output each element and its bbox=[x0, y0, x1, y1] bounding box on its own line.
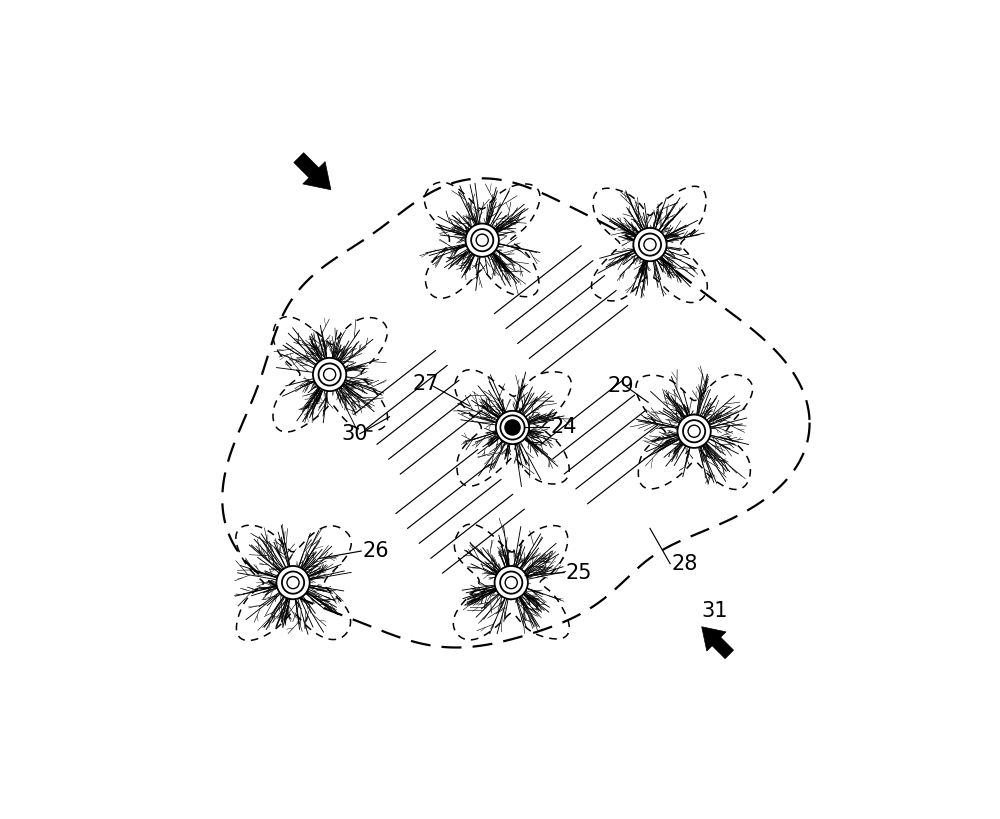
Circle shape bbox=[505, 577, 517, 589]
Circle shape bbox=[495, 566, 528, 600]
Circle shape bbox=[639, 233, 661, 256]
Circle shape bbox=[276, 566, 310, 600]
Circle shape bbox=[319, 364, 341, 386]
Circle shape bbox=[500, 415, 525, 440]
Polygon shape bbox=[294, 152, 331, 190]
Text: 28: 28 bbox=[671, 554, 698, 574]
Text: 26: 26 bbox=[362, 541, 389, 561]
Text: 27: 27 bbox=[413, 373, 439, 394]
Circle shape bbox=[500, 572, 522, 594]
Text: 31: 31 bbox=[702, 600, 728, 621]
Circle shape bbox=[287, 577, 299, 589]
Circle shape bbox=[282, 572, 304, 594]
Text: 30: 30 bbox=[341, 424, 367, 444]
Text: 29: 29 bbox=[607, 376, 634, 396]
Circle shape bbox=[677, 414, 711, 448]
Circle shape bbox=[313, 358, 346, 391]
Circle shape bbox=[688, 425, 700, 437]
Circle shape bbox=[324, 369, 336, 381]
Circle shape bbox=[633, 228, 667, 261]
Circle shape bbox=[476, 234, 488, 247]
Circle shape bbox=[505, 420, 520, 435]
Polygon shape bbox=[702, 627, 734, 658]
Circle shape bbox=[644, 238, 656, 251]
Circle shape bbox=[683, 420, 705, 442]
Circle shape bbox=[496, 411, 529, 444]
Circle shape bbox=[466, 224, 499, 257]
Text: 25: 25 bbox=[565, 563, 592, 583]
Circle shape bbox=[471, 229, 493, 251]
Text: 24: 24 bbox=[550, 417, 577, 437]
